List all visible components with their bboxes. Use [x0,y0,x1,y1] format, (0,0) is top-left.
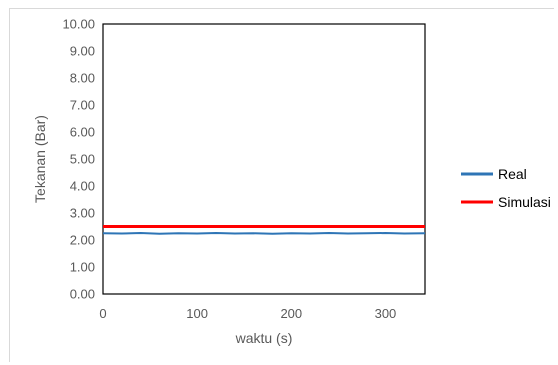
x-axis-title: waktu (s) [235,330,293,346]
y-tick-label: 1.00 [70,260,95,275]
y-tick-label: 4.00 [70,179,95,194]
plot-area [102,23,426,295]
y-tick-label: 9.00 [70,44,95,59]
series-lines [102,225,426,235]
legend: Real Simulasi [461,166,551,210]
y-tick-label: 6.00 [70,125,95,140]
x-tick-label: 300 [375,306,397,321]
y-tick-label: 7.00 [70,98,95,113]
y-tick-label: 2.00 [70,233,95,248]
chart-frame [9,8,554,362]
y-tick-labels: 0.00 1.00 2.00 3.00 4.00 5.00 6.00 7.00 8.00 9.00… [62,17,95,302]
y-axis-title: Tekanan (Bar) [32,115,48,203]
x-tick-label: 100 [186,306,208,321]
x-tick-labels: 0 100 200 300 [99,306,396,321]
y-tick-label: 10.00 [62,17,95,32]
x-tick-label: 0 [99,306,106,321]
x-tick-label: 200 [280,306,302,321]
series-line-real [102,231,426,235]
legend-label-simulasi: Simulasi [498,194,551,210]
y-tick-label: 5.00 [70,152,95,167]
y-tick-label: 8.00 [70,71,95,86]
y-tick-label: 3.00 [70,206,95,221]
y-tick-label: 0.00 [70,287,95,302]
legend-label-real: Real [498,166,527,182]
